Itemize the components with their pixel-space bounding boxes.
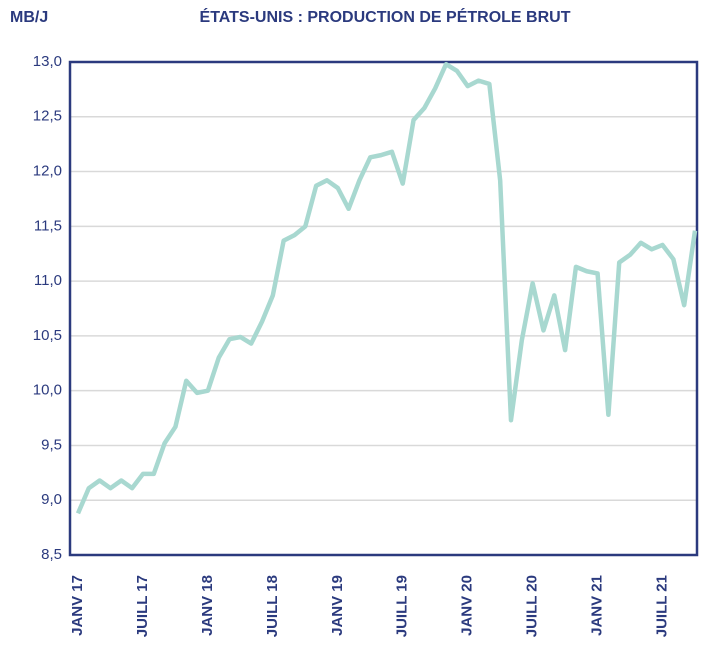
series-line — [75, 61, 698, 515]
x-tick-label: JUILL 17 — [134, 575, 151, 637]
x-tick-label: JANV 20 — [459, 575, 476, 636]
y-tick-label: 13,0 — [33, 53, 62, 70]
y-tick-label: 9,0 — [41, 491, 62, 508]
x-tick-label: JANV 19 — [329, 575, 346, 636]
x-tick-label: JANV 17 — [69, 575, 86, 636]
chart-title: ÉTATS-UNIS : PRODUCTION DE PÉTROLE BRUT — [200, 7, 571, 26]
x-tick-label: JUILL 21 — [653, 575, 670, 637]
x-tick-label: JANV 21 — [589, 575, 606, 636]
x-tick-label: JUILL 20 — [524, 575, 541, 637]
y-axis-label: MB/J — [10, 9, 48, 26]
x-tick-label: JUILL 19 — [394, 575, 411, 637]
y-tick-label: 10,0 — [33, 382, 62, 399]
x-tick-label: JANV 18 — [199, 575, 216, 636]
y-tick-label: 8,5 — [41, 546, 62, 563]
y-tick-label: 11,0 — [34, 272, 62, 289]
x-tick-label: JUILL 18 — [264, 575, 281, 637]
y-tick-label: 12,0 — [33, 163, 62, 180]
y-tick-label: 12,5 — [33, 108, 62, 125]
plot-frame — [68, 60, 699, 557]
y-tick-label: 11,5 — [34, 217, 62, 234]
y-tick-label: 10,5 — [33, 327, 62, 344]
y-tick-label: 9,5 — [41, 436, 62, 453]
